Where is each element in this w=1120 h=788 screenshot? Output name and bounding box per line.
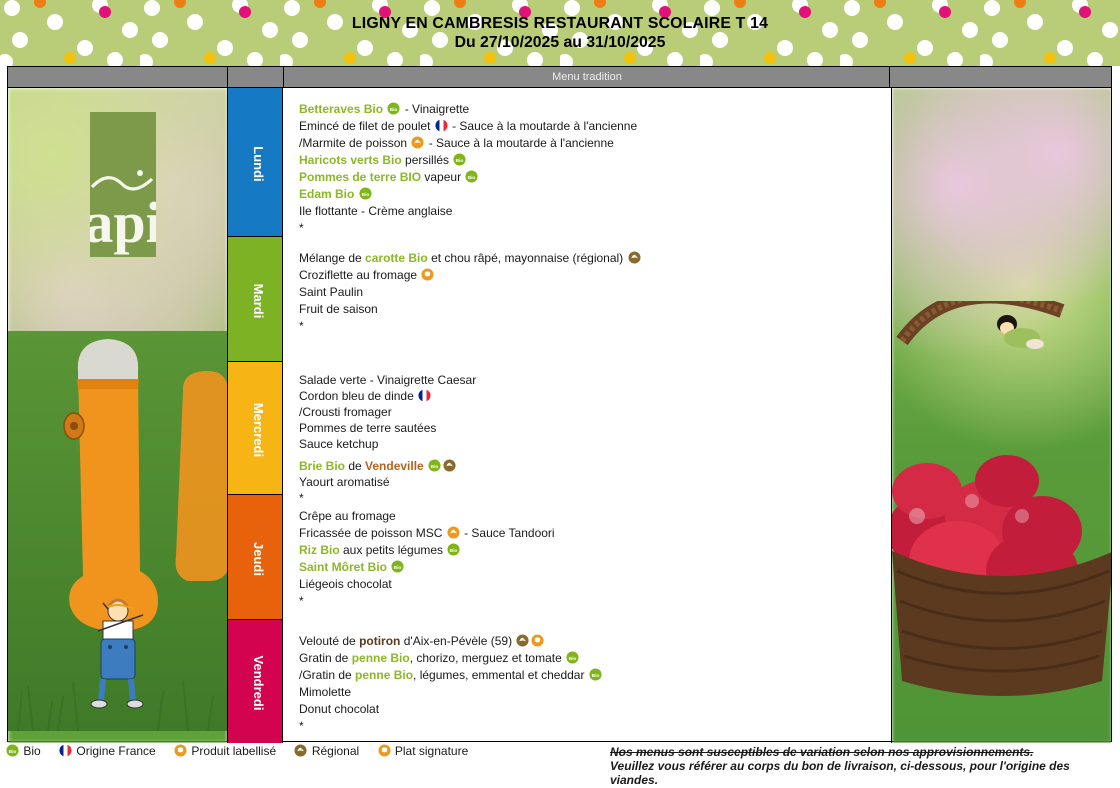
svg-text:api: api bbox=[90, 190, 156, 255]
